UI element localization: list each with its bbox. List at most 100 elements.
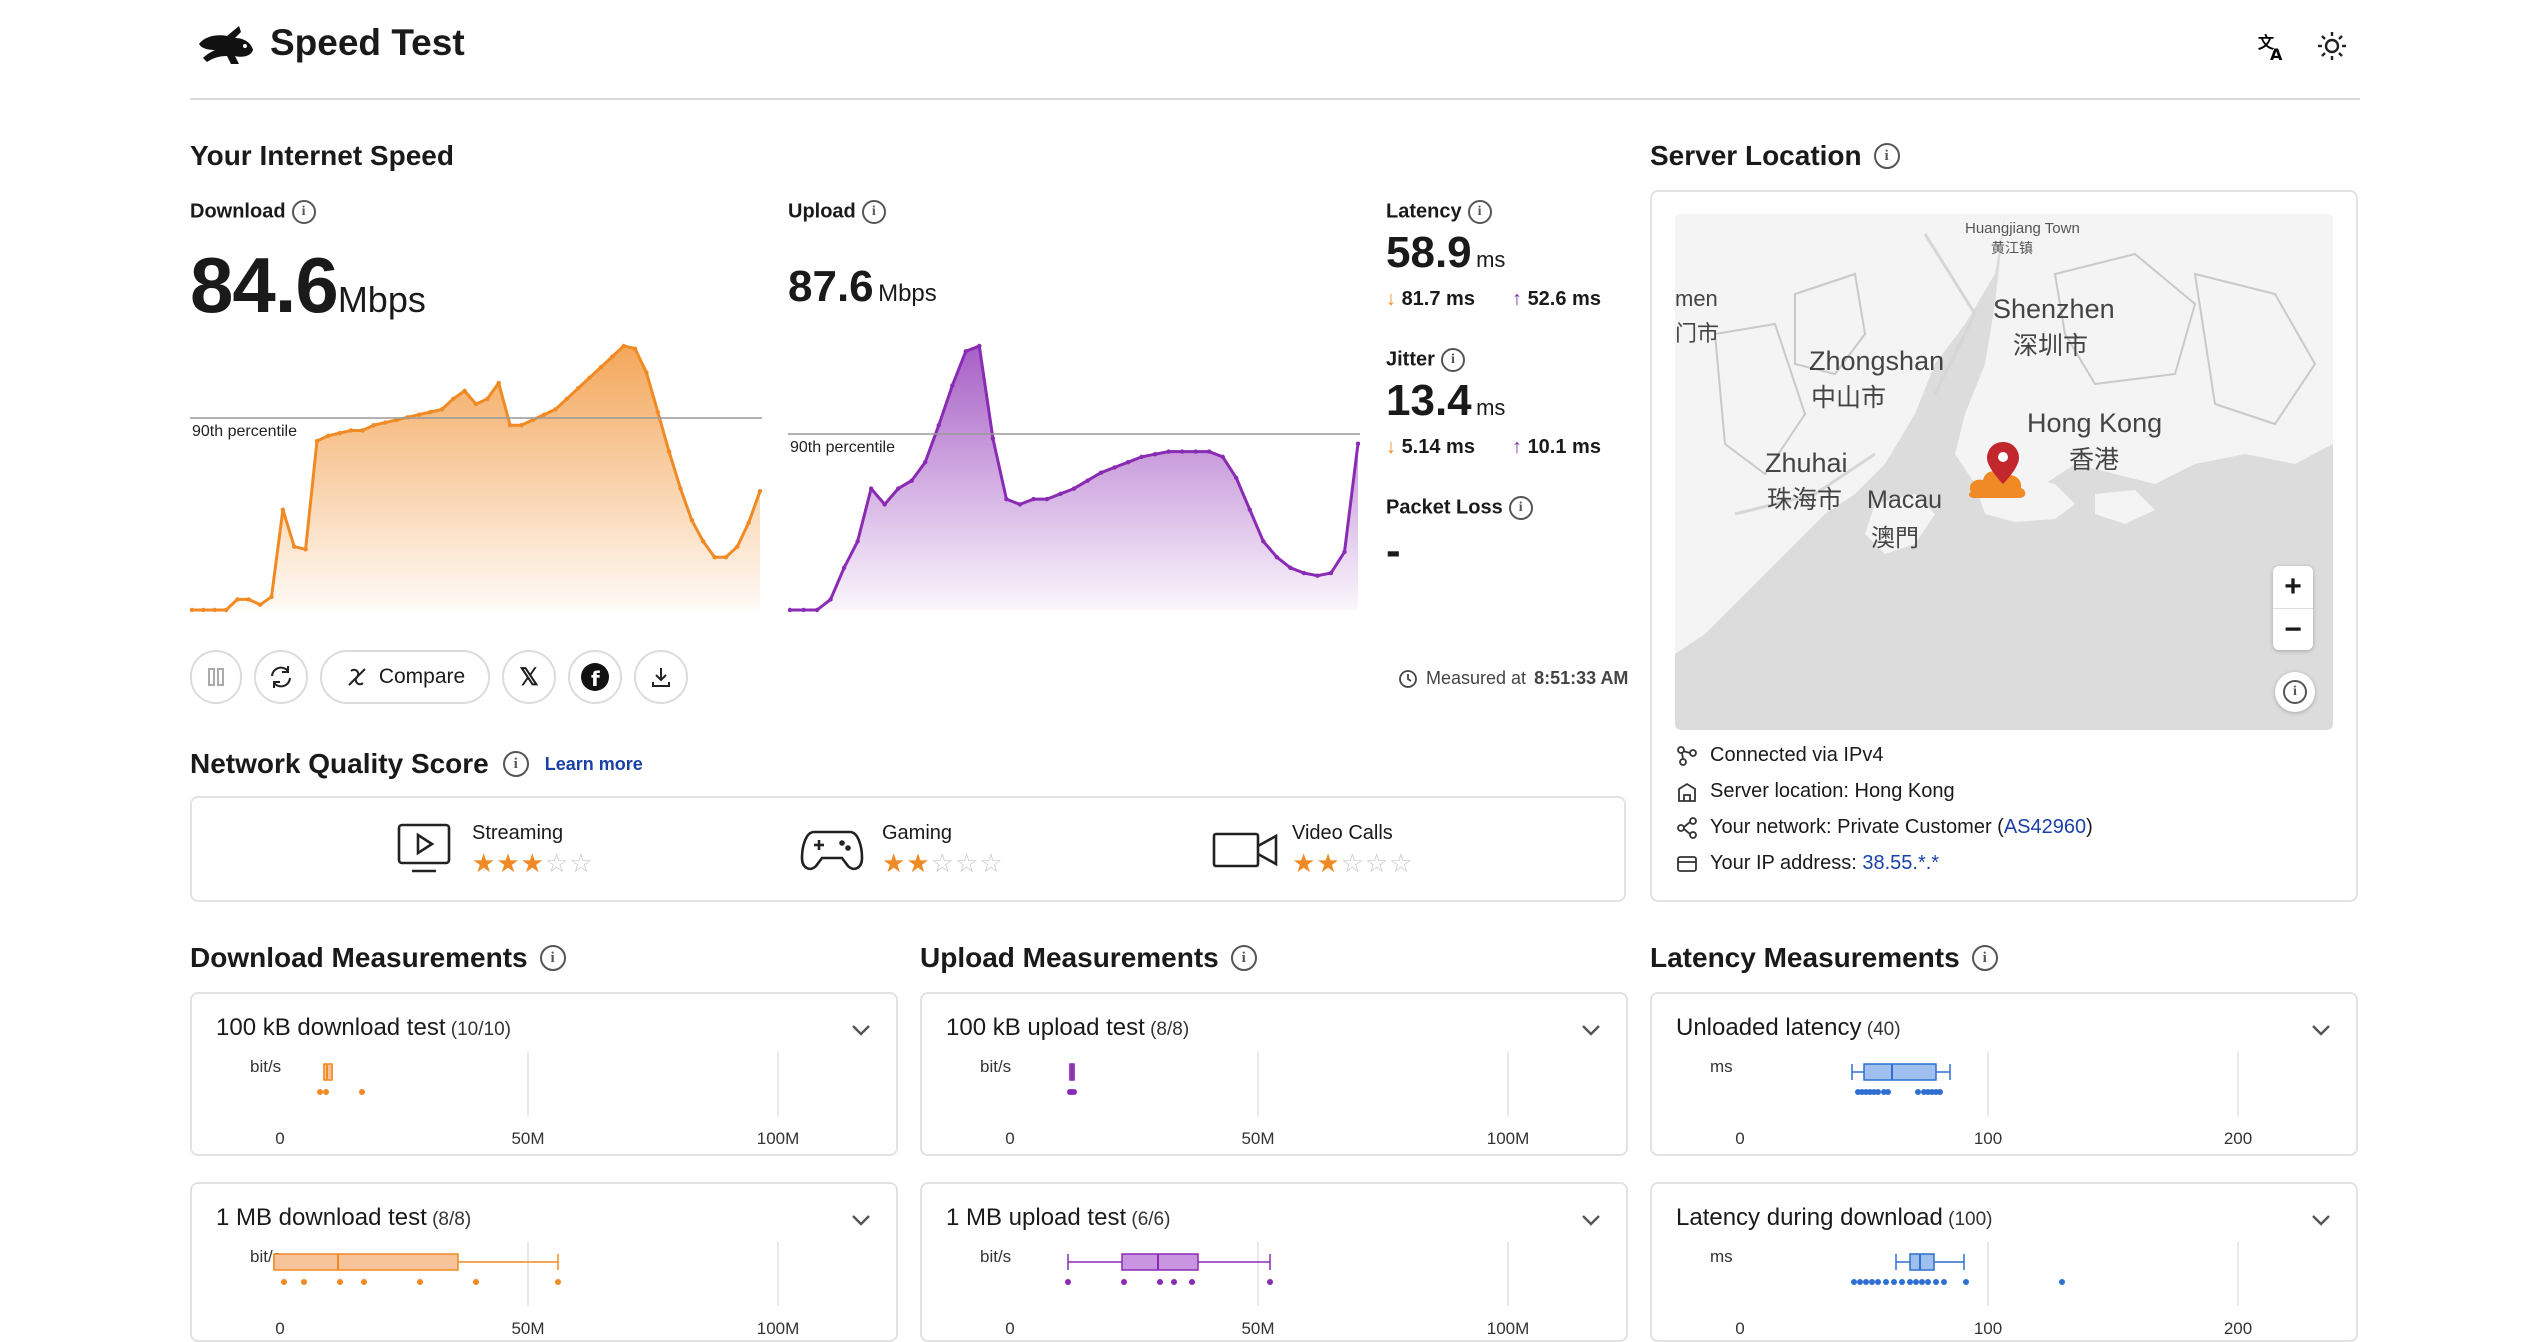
speed-sample-point bbox=[212, 607, 217, 613]
axis-tick-label: 100M bbox=[1487, 1319, 1530, 1338]
x-logo-icon: 𝕏 bbox=[519, 663, 539, 691]
refresh-icon bbox=[271, 666, 291, 688]
asn-link[interactable]: AS42960 bbox=[2003, 816, 2087, 838]
star-icon: ★ bbox=[906, 848, 931, 878]
brightness-icon[interactable] bbox=[2312, 26, 2352, 66]
download-measurements-info-icon[interactable]: i bbox=[539, 945, 566, 971]
star-icon: ☆ bbox=[979, 848, 1004, 878]
packet-loss-info-icon[interactable]: i bbox=[1508, 496, 1533, 520]
latency-measurements-info-icon[interactable]: i bbox=[1971, 945, 1998, 971]
chevron-down-icon[interactable] bbox=[850, 1206, 872, 1234]
speed-sample-point bbox=[439, 407, 445, 412]
speed-sample-point bbox=[977, 343, 982, 349]
speed-sample-point bbox=[701, 539, 706, 544]
test-count: (6/6) bbox=[1126, 1209, 1171, 1230]
compare-button[interactable]: Compare bbox=[320, 650, 490, 704]
axis-unit: bit/s bbox=[980, 1057, 1011, 1076]
download-info-icon[interactable]: i bbox=[291, 200, 316, 224]
chevron-down-icon[interactable] bbox=[2310, 1206, 2332, 1234]
speed-sample-point bbox=[746, 520, 751, 526]
speed-sample-point bbox=[963, 349, 969, 354]
star-icon: ★ bbox=[496, 848, 521, 878]
speed-sample-point bbox=[735, 544, 740, 549]
map-attribution-button[interactable]: i bbox=[2275, 672, 2315, 712]
sample-point bbox=[1891, 1279, 1897, 1285]
share-facebook-button[interactable]: f bbox=[568, 650, 622, 704]
chevron-down-icon[interactable] bbox=[850, 1016, 872, 1044]
speed-sample-point bbox=[1071, 486, 1077, 491]
speed-sample-point bbox=[1058, 491, 1063, 497]
jitter-info-icon[interactable]: i bbox=[1440, 348, 1465, 372]
speed-sample-point bbox=[1125, 459, 1131, 465]
arrow-down-icon: ↓ bbox=[1386, 436, 1396, 458]
pause-button[interactable] bbox=[190, 650, 242, 704]
quality-info-icon[interactable]: i bbox=[502, 751, 529, 777]
retest-button[interactable] bbox=[254, 650, 308, 704]
server-info-icon[interactable]: i bbox=[1873, 143, 1900, 169]
speed-sample-point bbox=[1017, 502, 1023, 507]
share-x-button[interactable]: 𝕏 bbox=[502, 650, 556, 704]
sample-point bbox=[281, 1279, 287, 1285]
star-icon: ★ bbox=[882, 848, 907, 878]
measurement-card[interactable] bbox=[190, 992, 898, 1156]
quality-heading: Network Quality Score bbox=[190, 748, 489, 779]
measurement-card[interactable] bbox=[920, 992, 1628, 1156]
measurement-title: 1 MB upload test (6/6) bbox=[946, 1204, 1170, 1232]
upload-info-icon[interactable]: i bbox=[861, 200, 886, 224]
axis-tick-label: 100M bbox=[757, 1129, 800, 1148]
zoom-out-button[interactable]: − bbox=[2284, 613, 2302, 646]
video-calls-label: Video Calls bbox=[1292, 822, 1393, 844]
chevron-down-icon[interactable] bbox=[1580, 1206, 1602, 1234]
zoom-in-button[interactable]: + bbox=[2273, 566, 2313, 609]
upload-measurements-info-icon[interactable]: i bbox=[1230, 945, 1257, 971]
measurement-card[interactable] bbox=[1650, 992, 2358, 1156]
server-map[interactable]: Huangjiang Town 黄江镇 men 门市 Shenzhen 深圳市 … bbox=[1675, 214, 2333, 730]
measurement-card[interactable] bbox=[1650, 1182, 2358, 1342]
test-count: (10/10) bbox=[445, 1019, 511, 1040]
sample-point bbox=[1121, 1279, 1127, 1285]
sample-point bbox=[359, 1089, 365, 1095]
map-label-shenzhen-cn: 深圳市 bbox=[2013, 332, 2089, 360]
axis-tick-label: 0 bbox=[275, 1319, 284, 1338]
server-location-line: Server location: Hong Kong bbox=[1676, 780, 1955, 803]
speed-sample-point bbox=[417, 412, 422, 417]
sample-point bbox=[1065, 1279, 1071, 1285]
latency-info-icon[interactable]: i bbox=[1467, 200, 1492, 224]
latency-readout: 58.9 ms bbox=[1386, 228, 1505, 278]
star-icon: ★ bbox=[520, 848, 545, 878]
ip-address-line: Your IP address: 38.55.*.* bbox=[1676, 852, 1939, 875]
download-label: Download i bbox=[190, 200, 316, 224]
chevron-down-icon[interactable] bbox=[1580, 1016, 1602, 1044]
box-iqr bbox=[1863, 1063, 1937, 1081]
measurement-title: 100 kB upload test (8/8) bbox=[946, 1014, 1189, 1042]
axis-tick-label: 200 bbox=[2224, 1319, 2252, 1338]
axis-tick-label: 50M bbox=[511, 1319, 544, 1338]
jitter-label: Jitter i bbox=[1386, 348, 1465, 372]
sample-point bbox=[1941, 1279, 1947, 1285]
speed-sample-point bbox=[712, 555, 717, 560]
star-icon: ☆ bbox=[1364, 848, 1390, 878]
learn-more-link[interactable]: Learn more bbox=[544, 753, 643, 774]
pause-icon bbox=[208, 668, 224, 686]
box-plot: bit/s 0 50M 100M bbox=[250, 1052, 800, 1148]
sample-point bbox=[1189, 1279, 1195, 1285]
download-chart: 90th percentile bbox=[190, 343, 762, 613]
server-location-marker[interactable] bbox=[1967, 440, 2031, 500]
speed-heading: Your Internet Speed bbox=[190, 140, 454, 171]
speed-sample-point bbox=[1355, 441, 1360, 446]
speed-sample-point bbox=[1234, 475, 1239, 481]
download-results-button[interactable] bbox=[634, 650, 688, 704]
speed-sample-point bbox=[801, 607, 806, 613]
speed-sample-point bbox=[1288, 565, 1293, 570]
video-calls-icon bbox=[1212, 830, 1278, 875]
arrow-up-icon: ↑ bbox=[1512, 436, 1522, 458]
axis-tick-label: 50M bbox=[511, 1129, 544, 1148]
speed-sample-point bbox=[394, 417, 399, 423]
sample-point bbox=[1907, 1279, 1913, 1285]
upload-measurements-heading: Upload Measurements bbox=[920, 942, 1219, 973]
speed-sample-point bbox=[1328, 570, 1334, 576]
chevron-down-icon[interactable] bbox=[2310, 1016, 2332, 1044]
speed-sample-point bbox=[314, 438, 320, 444]
map-label-huangjiang-cn: 黄江镇 bbox=[1991, 240, 2033, 256]
